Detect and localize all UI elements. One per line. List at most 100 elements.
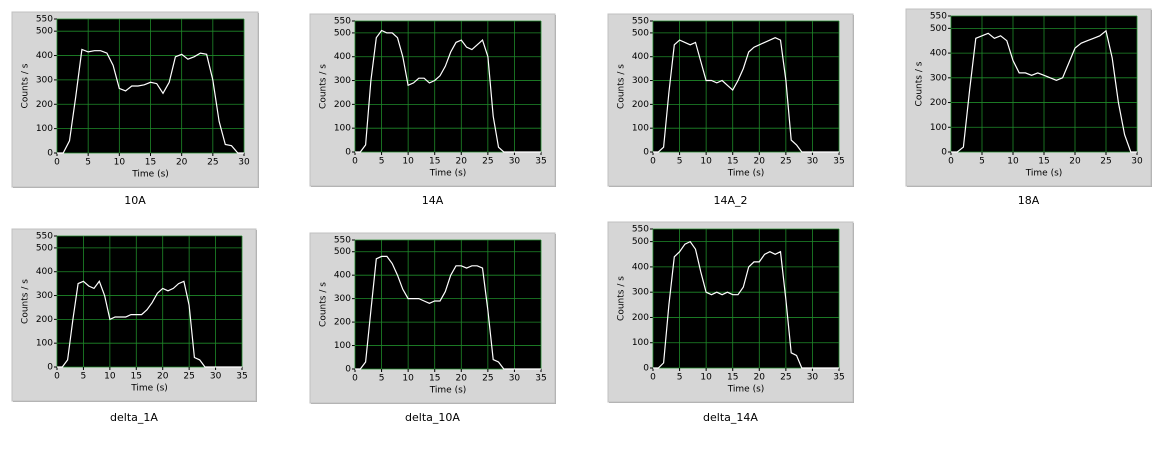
y-tick-label: 0 — [345, 148, 351, 158]
plot-area — [653, 229, 839, 368]
y-tick-label: 300 — [36, 291, 53, 301]
y-tick-label: 0 — [941, 148, 947, 158]
x-tick-label: 35 — [535, 374, 546, 384]
plot-area — [57, 236, 242, 367]
x-tick-label: 35 — [535, 157, 546, 167]
x-tick-label: 20 — [157, 372, 169, 382]
y-tick-label: 500 — [632, 237, 649, 247]
x-tick-label: 35 — [833, 373, 844, 383]
x-tick-label: 30 — [807, 157, 819, 167]
x-tick-label: 20 — [456, 374, 468, 384]
x-tick-label: 35 — [236, 372, 247, 382]
y-tick-label: 200 — [36, 100, 53, 110]
y-tick-label: 0 — [47, 363, 53, 373]
thumbnail[interactable]: 0 100 200 300 400 500 550 0 5 10 15 20 25 30 Time (s) C… — [905, 8, 1152, 207]
x-axis-label: Time (s) — [130, 384, 168, 394]
x-axis-label: Time (s) — [429, 386, 467, 396]
x-tick-label: 10 — [700, 373, 712, 383]
x-tick-label: 5 — [979, 157, 985, 167]
data-line — [653, 37, 839, 153]
y-axis-label: Counts / s — [21, 63, 31, 108]
y-tick-label: 550 — [632, 17, 649, 27]
x-tick-label: 25 — [482, 374, 493, 384]
file-name: 14A — [422, 194, 444, 207]
x-tick-label: 25 — [780, 373, 791, 383]
y-tick-label: 200 — [632, 313, 649, 323]
y-tick-label: 100 — [632, 124, 649, 134]
y-tick-label: 100 — [334, 341, 351, 351]
y-tick-label: 400 — [334, 52, 351, 62]
y-tick-label: 0 — [345, 365, 351, 375]
x-tick-label: 30 — [509, 374, 521, 384]
y-tick-label: 0 — [643, 148, 649, 158]
y-tick-label: 400 — [632, 262, 649, 272]
x-tick-label: 5 — [677, 157, 683, 167]
y-axis-label: Counts / s — [21, 279, 31, 324]
x-axis-label: Time (s) — [131, 170, 169, 180]
x-tick-label: 0 — [54, 372, 60, 382]
file-name: delta_14A — [703, 411, 758, 424]
y-tick-label: 400 — [334, 271, 351, 281]
x-tick-label: 10 — [402, 374, 414, 384]
y-tick-label: 200 — [930, 98, 947, 108]
y-tick-label: 100 — [36, 124, 53, 134]
x-tick-label: 20 — [1069, 157, 1081, 167]
x-tick-label: 10 — [402, 157, 414, 167]
data-line — [355, 29, 541, 153]
y-tick-label: 200 — [334, 100, 351, 110]
x-tick-label: 5 — [85, 158, 91, 168]
x-tick-label: 15 — [727, 373, 738, 383]
y-tick-label: 100 — [632, 338, 649, 348]
x-tick-label: 10 — [700, 157, 712, 167]
x-tick-label: 0 — [948, 157, 954, 167]
x-axis-label: Time (s) — [727, 169, 765, 179]
y-tick-label: 500 — [930, 24, 947, 34]
x-tick-label: 5 — [81, 372, 87, 382]
x-tick-label: 0 — [54, 158, 60, 168]
x-tick-label: 0 — [650, 373, 656, 383]
y-tick-label: 500 — [632, 28, 649, 38]
x-tick-label: 35 — [833, 157, 844, 167]
y-tick-label: 550 — [36, 232, 53, 242]
thumbnail[interactable]: 0 100 200 300 400 500 550 0 5 10 15 20 25 30 35 Time (s… — [607, 221, 854, 424]
x-tick-label: 25 — [482, 157, 493, 167]
y-tick-label: 500 — [36, 27, 53, 37]
file-name: 10A — [124, 194, 146, 207]
plot-area — [355, 21, 541, 152]
x-tick-label: 10 — [104, 372, 116, 382]
data-line — [57, 48, 244, 154]
y-tick-label: 100 — [334, 124, 351, 134]
y-tick-label: 550 — [632, 225, 649, 235]
y-tick-label: 500 — [334, 247, 351, 257]
x-tick-label: 15 — [131, 372, 142, 382]
y-tick-label: 550 — [334, 236, 351, 246]
y-tick-label: 200 — [36, 315, 53, 325]
thumbnail[interactable]: 0 100 200 300 400 500 550 0 5 10 15 20 25 30 Time (s) C… — [11, 11, 259, 207]
y-tick-label: 400 — [36, 51, 53, 61]
y-tick-label: 300 — [632, 288, 649, 298]
x-tick-label: 20 — [754, 157, 766, 167]
y-tick-label: 300 — [36, 75, 53, 85]
x-tick-label: 30 — [807, 373, 819, 383]
y-axis-label: Counts / s — [617, 64, 627, 109]
y-tick-label: 100 — [36, 339, 53, 349]
x-tick-label: 20 — [754, 373, 766, 383]
x-axis-label: Time (s) — [1025, 169, 1063, 179]
file-name: delta_1A — [110, 411, 158, 424]
y-tick-label: 500 — [334, 28, 351, 38]
x-tick-label: 5 — [677, 373, 683, 383]
x-axis-label: Time (s) — [727, 385, 765, 395]
x-axis-label: Time (s) — [429, 169, 467, 179]
y-tick-label: 300 — [930, 73, 947, 83]
y-axis-label: Counts / s — [319, 282, 329, 327]
y-tick-label: 400 — [930, 49, 947, 59]
x-tick-label: 25 — [183, 372, 194, 382]
y-tick-label: 0 — [643, 364, 649, 374]
data-line — [951, 29, 1137, 153]
y-tick-label: 400 — [36, 267, 53, 277]
